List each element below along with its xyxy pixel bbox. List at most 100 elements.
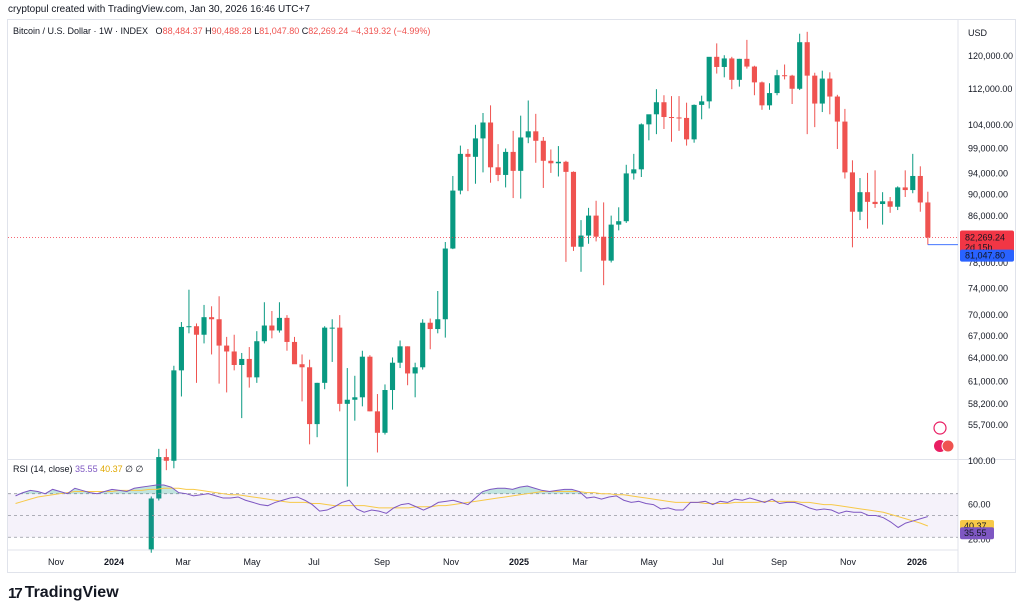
candle-body (616, 221, 622, 225)
candle-body (163, 457, 169, 461)
tradingview-wordmark: TradingView (24, 584, 119, 601)
candle-body (774, 75, 780, 94)
rsi-tick-label: 100.00 (968, 456, 996, 466)
candle-body (751, 66, 757, 83)
chart-frame (7, 19, 1016, 573)
time-axis-label: Nov (840, 557, 857, 567)
price-tick-label: 61,000.00 (968, 376, 1008, 386)
time-axis-label: Jul (712, 557, 724, 567)
candle-body (261, 325, 267, 342)
price-tick-label: 78,000.00 (968, 258, 1008, 268)
candle-body (337, 327, 343, 404)
rsi-tag (960, 527, 994, 540)
candle-body (676, 117, 682, 119)
candle-body (465, 153, 471, 157)
candle-body (736, 58, 742, 80)
candle-body (842, 121, 848, 173)
rsi-legend-extra-2: ∅ (135, 464, 144, 474)
time-axis-label: Mar (175, 557, 191, 567)
candle-body (487, 122, 494, 168)
candle-body (653, 102, 659, 115)
candle-body (902, 187, 908, 191)
candle-body (495, 167, 501, 175)
price-tick-label: 64,000.00 (968, 353, 1008, 363)
candle-body (322, 327, 328, 383)
low-label: L (254, 26, 260, 36)
time-axis-label: Nov (48, 557, 65, 567)
candle-body (834, 96, 840, 122)
candle-body (224, 345, 230, 352)
candle-body (397, 346, 403, 363)
candle-body (171, 370, 177, 461)
candle-body (714, 56, 720, 67)
candle-body (344, 399, 350, 404)
rsi-legend-value: 35.55 (75, 464, 98, 474)
tradingview-brand[interactable]: 17 TradingView (8, 584, 119, 602)
rsi-tick-label: 28.00 (968, 534, 991, 544)
price-tick-label: 99,000.00 (968, 143, 1008, 153)
candle-body (555, 161, 561, 164)
rsi-ma-tag-label: 40.37 (964, 521, 987, 531)
rsi-legend-extra-1: ∅ (125, 464, 133, 474)
candle-body (638, 124, 644, 170)
candle-body (827, 78, 833, 97)
candle-body (284, 317, 290, 342)
candle-body (148, 498, 154, 550)
price-tick-label: 104,000.00 (968, 120, 1013, 130)
close-value: 82,269.24 (308, 26, 349, 36)
price-legend: Bitcoin / U.S. Dollar · 1W · INDEX O88,4… (13, 26, 430, 36)
candle-body (766, 93, 773, 106)
candle-body (925, 202, 931, 238)
candle-body (608, 224, 614, 261)
price-tick-label: 58,200.00 (968, 399, 1008, 409)
candle-body (570, 171, 577, 247)
symbol-name[interactable]: Bitcoin / U.S. Dollar · 1W · INDEX (13, 26, 149, 36)
candle-body (412, 367, 418, 374)
time-axis-label: May (640, 557, 658, 567)
candle-body (887, 201, 893, 207)
candle-body (186, 326, 192, 328)
candle-body (880, 201, 886, 205)
price-tick-label: 120,000.00 (968, 51, 1013, 61)
price-tick-label: 86,000.00 (968, 211, 1008, 221)
candle-body (872, 201, 878, 205)
candle-body (382, 390, 388, 433)
candle-body (895, 187, 901, 207)
candle-body (518, 137, 524, 171)
time-axis-label: May (243, 557, 261, 567)
price-tick-label: 90,000.00 (968, 189, 1008, 199)
candle-body (623, 173, 629, 222)
candle-body (646, 114, 652, 125)
candle-body (420, 322, 426, 368)
candle-body (789, 75, 795, 89)
rsi-tick-label: 60.00 (968, 500, 991, 510)
rsi-ma-legend-value: 40.37 (100, 464, 123, 474)
candle-body (691, 104, 697, 140)
candle-body (435, 319, 441, 330)
candle-body (510, 151, 516, 171)
time-axis-label: 2026 (907, 557, 927, 567)
candle-body (299, 364, 305, 368)
price-tick-label: 112,000.00 (968, 84, 1012, 94)
candle-body (193, 326, 200, 335)
low-price-tag (960, 249, 1014, 262)
last-price-tag-label: 82,269.24 (965, 232, 1005, 242)
time-axis-label: Nov (443, 557, 460, 567)
candle-body (864, 192, 871, 202)
rsi-indicator-name[interactable]: RSI (14, close) (13, 464, 73, 474)
candle-body (156, 457, 162, 499)
candle-body (374, 411, 381, 433)
candle-body (405, 346, 411, 374)
candle-body (276, 317, 282, 331)
time-axis-label: Jul (308, 557, 320, 567)
candle-body (216, 319, 222, 346)
price-tick-label: 55,700.00 (968, 420, 1008, 430)
candle-body (585, 215, 592, 236)
candle-body (601, 236, 607, 261)
candle-body (706, 56, 712, 102)
candle-body (352, 397, 358, 400)
time-axis-label: 2024 (104, 557, 124, 567)
time-axis-label: Mar (572, 557, 588, 567)
candle-body (631, 169, 637, 174)
